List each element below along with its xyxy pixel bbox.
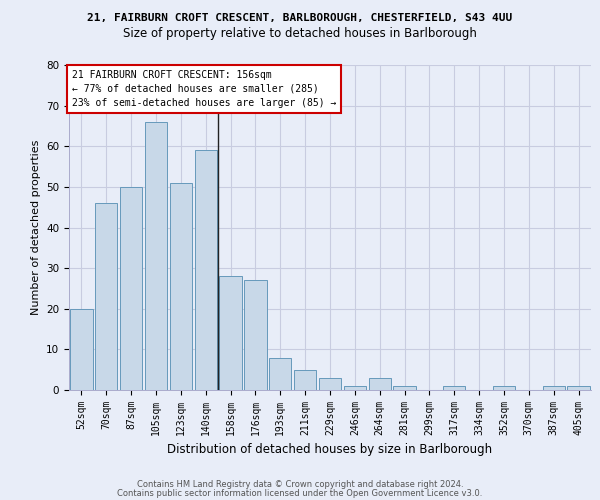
Bar <box>368 378 391 390</box>
Bar <box>443 386 466 390</box>
Bar <box>294 370 316 390</box>
Text: 21, FAIRBURN CROFT CRESCENT, BARLBOROUGH, CHESTERFIELD, S43 4UU: 21, FAIRBURN CROFT CRESCENT, BARLBOROUGH… <box>88 12 512 22</box>
Y-axis label: Number of detached properties: Number of detached properties <box>31 140 41 315</box>
Bar <box>194 150 217 390</box>
Bar <box>244 280 266 390</box>
Bar <box>120 187 142 390</box>
Bar <box>95 203 118 390</box>
Bar <box>70 308 92 390</box>
X-axis label: Distribution of detached houses by size in Barlborough: Distribution of detached houses by size … <box>167 444 493 456</box>
Text: 21 FAIRBURN CROFT CRESCENT: 156sqm
← 77% of detached houses are smaller (285)
23: 21 FAIRBURN CROFT CRESCENT: 156sqm ← 77%… <box>71 70 336 108</box>
Text: Size of property relative to detached houses in Barlborough: Size of property relative to detached ho… <box>123 28 477 40</box>
Text: Contains HM Land Registry data © Crown copyright and database right 2024.: Contains HM Land Registry data © Crown c… <box>137 480 463 489</box>
Bar <box>269 358 292 390</box>
Bar <box>170 183 192 390</box>
Bar <box>394 386 416 390</box>
Bar <box>220 276 242 390</box>
Bar <box>542 386 565 390</box>
Bar <box>145 122 167 390</box>
Bar <box>319 378 341 390</box>
Bar <box>344 386 366 390</box>
Bar <box>568 386 590 390</box>
Text: Contains public sector information licensed under the Open Government Licence v3: Contains public sector information licen… <box>118 488 482 498</box>
Bar <box>493 386 515 390</box>
